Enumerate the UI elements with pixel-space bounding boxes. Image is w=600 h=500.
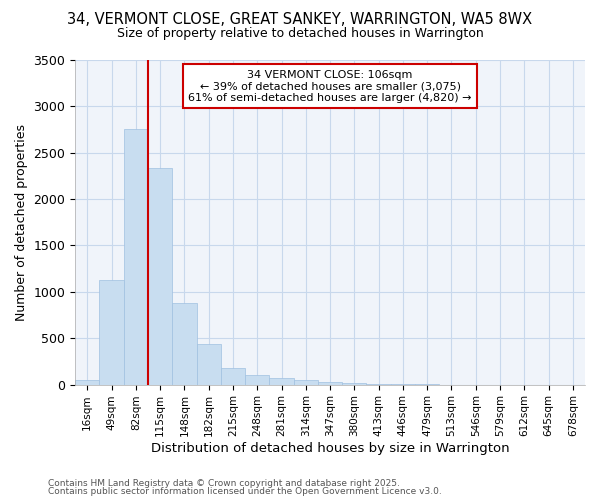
X-axis label: Distribution of detached houses by size in Warrington: Distribution of detached houses by size … <box>151 442 509 455</box>
Bar <box>221 368 245 384</box>
Bar <box>148 168 172 384</box>
Bar <box>269 378 293 384</box>
Y-axis label: Number of detached properties: Number of detached properties <box>15 124 28 321</box>
Text: 34 VERMONT CLOSE: 106sqm
← 39% of detached houses are smaller (3,075)
61% of sem: 34 VERMONT CLOSE: 106sqm ← 39% of detach… <box>188 70 472 103</box>
Bar <box>124 128 148 384</box>
Bar <box>245 376 269 384</box>
Text: Size of property relative to detached houses in Warrington: Size of property relative to detached ho… <box>116 28 484 40</box>
Bar <box>100 280 124 384</box>
Bar <box>197 344 221 385</box>
Bar <box>172 303 197 384</box>
Bar <box>293 380 318 384</box>
Bar <box>318 382 342 384</box>
Text: 34, VERMONT CLOSE, GREAT SANKEY, WARRINGTON, WA5 8WX: 34, VERMONT CLOSE, GREAT SANKEY, WARRING… <box>67 12 533 28</box>
Bar <box>342 382 367 384</box>
Bar <box>75 380 100 384</box>
Text: Contains public sector information licensed under the Open Government Licence v3: Contains public sector information licen… <box>48 487 442 496</box>
Text: Contains HM Land Registry data © Crown copyright and database right 2025.: Contains HM Land Registry data © Crown c… <box>48 478 400 488</box>
